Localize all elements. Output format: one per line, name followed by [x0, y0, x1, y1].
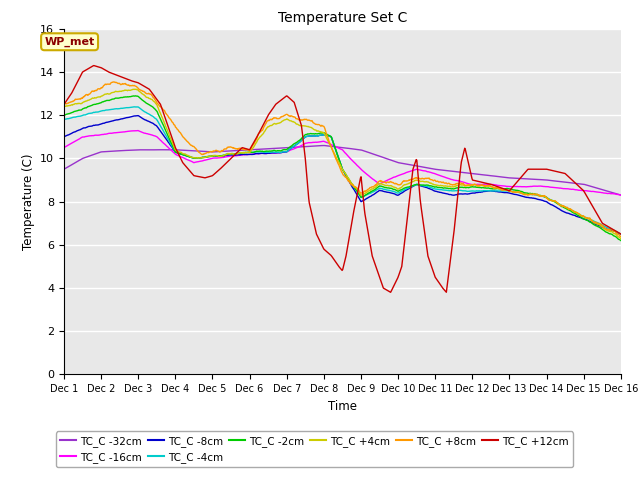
- TC_C -8cm: [505, 190, 513, 196]
- TC_C -4cm: [443, 188, 451, 193]
- Line: TC_C -8cm: TC_C -8cm: [64, 116, 621, 234]
- TC_C -16cm: [286, 147, 294, 153]
- TC_C -16cm: [60, 144, 68, 150]
- TC_C -8cm: [306, 133, 314, 139]
- TC_C +8cm: [495, 185, 502, 191]
- TC_C -2cm: [286, 144, 294, 150]
- TC_C -8cm: [617, 231, 625, 237]
- TC_C +8cm: [60, 101, 68, 107]
- TC_C +4cm: [443, 183, 451, 189]
- TC_C -4cm: [286, 146, 294, 152]
- TC_C +8cm: [110, 79, 118, 85]
- TC_C -2cm: [495, 186, 502, 192]
- TC_C +12cm: [60, 101, 68, 107]
- TC_C -32cm: [320, 143, 328, 148]
- TC_C +4cm: [129, 86, 137, 92]
- TC_C -32cm: [117, 148, 125, 154]
- TC_C +12cm: [286, 96, 294, 101]
- TC_C -2cm: [60, 112, 68, 118]
- TC_C -8cm: [443, 191, 451, 197]
- TC_C -32cm: [285, 144, 293, 150]
- TC_C -4cm: [131, 104, 138, 110]
- TC_C +12cm: [306, 202, 314, 208]
- TC_C +12cm: [90, 63, 97, 69]
- TC_C +8cm: [505, 188, 513, 193]
- TC_C +8cm: [617, 234, 625, 240]
- TC_C -2cm: [617, 238, 625, 243]
- TC_C +12cm: [444, 281, 451, 287]
- TC_C -32cm: [617, 192, 625, 198]
- Line: TC_C -2cm: TC_C -2cm: [64, 96, 621, 240]
- TC_C -8cm: [134, 113, 142, 119]
- TC_C -32cm: [305, 144, 313, 149]
- TC_C -8cm: [286, 146, 294, 152]
- TC_C -16cm: [617, 192, 625, 198]
- TC_C -2cm: [306, 131, 314, 137]
- X-axis label: Time: Time: [328, 400, 357, 413]
- TC_C +4cm: [60, 104, 68, 109]
- TC_C -8cm: [60, 134, 68, 140]
- TC_C -16cm: [495, 182, 502, 188]
- TC_C -4cm: [60, 117, 68, 122]
- TC_C -32cm: [495, 174, 502, 180]
- TC_C -32cm: [505, 175, 513, 180]
- Text: WP_met: WP_met: [44, 36, 95, 47]
- TC_C +4cm: [617, 236, 625, 241]
- Title: Temperature Set C: Temperature Set C: [278, 11, 407, 25]
- TC_C -16cm: [306, 140, 314, 145]
- TC_C -4cm: [306, 133, 314, 139]
- TC_C +4cm: [505, 188, 513, 194]
- TC_C +8cm: [118, 82, 125, 87]
- TC_C +12cm: [118, 74, 125, 80]
- TC_C -4cm: [117, 106, 125, 111]
- TC_C -8cm: [495, 189, 502, 195]
- TC_C -2cm: [443, 185, 451, 191]
- TC_C +4cm: [286, 118, 294, 123]
- TC_C -32cm: [443, 168, 451, 173]
- TC_C -16cm: [134, 128, 142, 133]
- Y-axis label: Temperature (C): Temperature (C): [22, 153, 35, 250]
- TC_C -4cm: [617, 231, 625, 237]
- TC_C -32cm: [60, 166, 68, 172]
- Line: TC_C -32cm: TC_C -32cm: [64, 145, 621, 195]
- TC_C +4cm: [495, 185, 502, 191]
- TC_C -8cm: [117, 116, 125, 122]
- TC_C -2cm: [117, 95, 125, 100]
- Line: TC_C +12cm: TC_C +12cm: [64, 66, 621, 292]
- TC_C +4cm: [117, 88, 125, 94]
- TC_C -16cm: [505, 183, 513, 189]
- TC_C -4cm: [495, 188, 502, 194]
- Line: TC_C -16cm: TC_C -16cm: [64, 131, 621, 195]
- TC_C +8cm: [443, 180, 451, 186]
- Legend: TC_C -32cm, TC_C -16cm, TC_C -8cm, TC_C -4cm, TC_C -2cm, TC_C +4cm, TC_C +8cm, T: TC_C -32cm, TC_C -16cm, TC_C -8cm, TC_C …: [56, 432, 573, 467]
- TC_C +8cm: [286, 113, 294, 119]
- TC_C -2cm: [131, 93, 139, 99]
- TC_C -4cm: [505, 188, 513, 193]
- TC_C -16cm: [443, 175, 451, 181]
- TC_C -16cm: [117, 129, 125, 135]
- Line: TC_C +4cm: TC_C +4cm: [64, 89, 621, 239]
- TC_C +4cm: [306, 124, 314, 130]
- Line: TC_C +8cm: TC_C +8cm: [64, 82, 621, 237]
- TC_C +12cm: [506, 188, 513, 193]
- TC_C +8cm: [306, 118, 314, 123]
- TC_C +12cm: [617, 231, 625, 237]
- Line: TC_C -4cm: TC_C -4cm: [64, 107, 621, 234]
- TC_C -2cm: [505, 186, 513, 192]
- TC_C +12cm: [495, 184, 503, 190]
- TC_C +12cm: [387, 289, 394, 295]
